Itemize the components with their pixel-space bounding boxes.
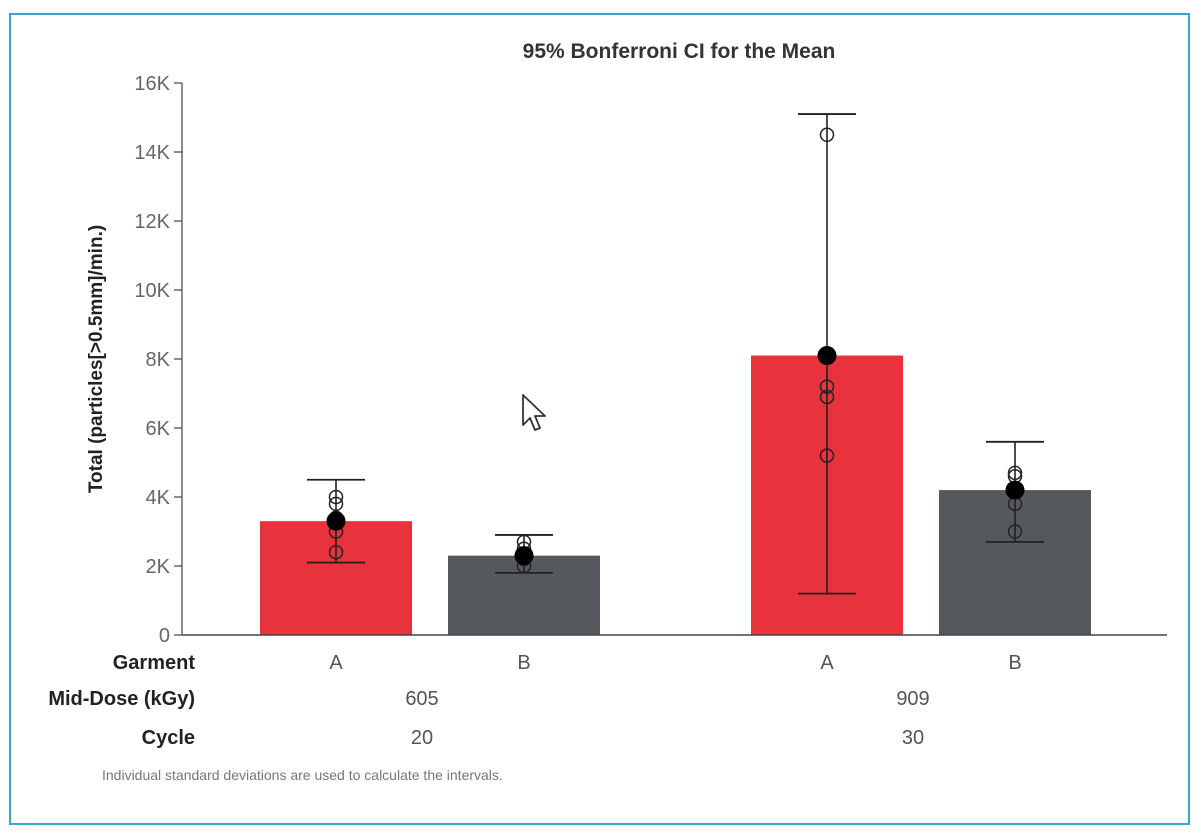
- data-point: [1007, 465, 1023, 481]
- cycle-label: 30: [902, 727, 924, 749]
- data-point: [328, 489, 344, 505]
- data-point: [819, 389, 835, 405]
- y-tick-label: 4K: [146, 487, 171, 509]
- mean-marker: [1005, 480, 1025, 500]
- data-point: [819, 448, 835, 463]
- data-point: [1007, 524, 1023, 539]
- chart-frame: 95% Bonferroni CI for the Mean Total (par…: [9, 13, 1190, 825]
- garment-label: B: [517, 652, 530, 674]
- y-tick-label: 16K: [134, 73, 170, 95]
- row-label: Cycle: [142, 727, 195, 749]
- footnote: Individual standard deviations are used …: [102, 767, 503, 783]
- mean-marker: [817, 346, 837, 366]
- row-label: Mid-Dose (kGy): [48, 688, 195, 710]
- mid-dose-label: 605: [405, 688, 438, 710]
- y-tick-label: 12K: [134, 211, 170, 233]
- row-label: Garment: [113, 652, 196, 674]
- mean-marker: [326, 511, 346, 531]
- mouse-pointer-icon: [522, 394, 546, 431]
- data-point: [819, 127, 835, 142]
- garment-label: A: [329, 652, 343, 674]
- y-tick-label: 2K: [146, 556, 171, 578]
- garment-label: A: [820, 652, 834, 674]
- y-tick-label: 0: [159, 625, 170, 647]
- y-tick-label: 6K: [146, 418, 171, 440]
- mean-marker: [514, 546, 534, 566]
- data-point: [328, 544, 344, 560]
- bar-chart: 95% Bonferroni CI for the Mean Total (par…: [48, 40, 1167, 783]
- cycle-label: 20: [411, 727, 433, 749]
- data-point: [328, 496, 344, 512]
- garment-label: B: [1008, 652, 1021, 674]
- data-point: [819, 379, 835, 394]
- y-tick-label: 10K: [134, 280, 170, 302]
- y-axis-label: Total (particles[>0.5mm]/min.): [86, 225, 107, 493]
- chart-title: 95% Bonferroni CI for the Mean: [523, 40, 836, 63]
- mid-dose-label: 909: [896, 688, 929, 710]
- y-tick-label: 8K: [146, 349, 171, 371]
- y-tick-label: 14K: [134, 142, 170, 164]
